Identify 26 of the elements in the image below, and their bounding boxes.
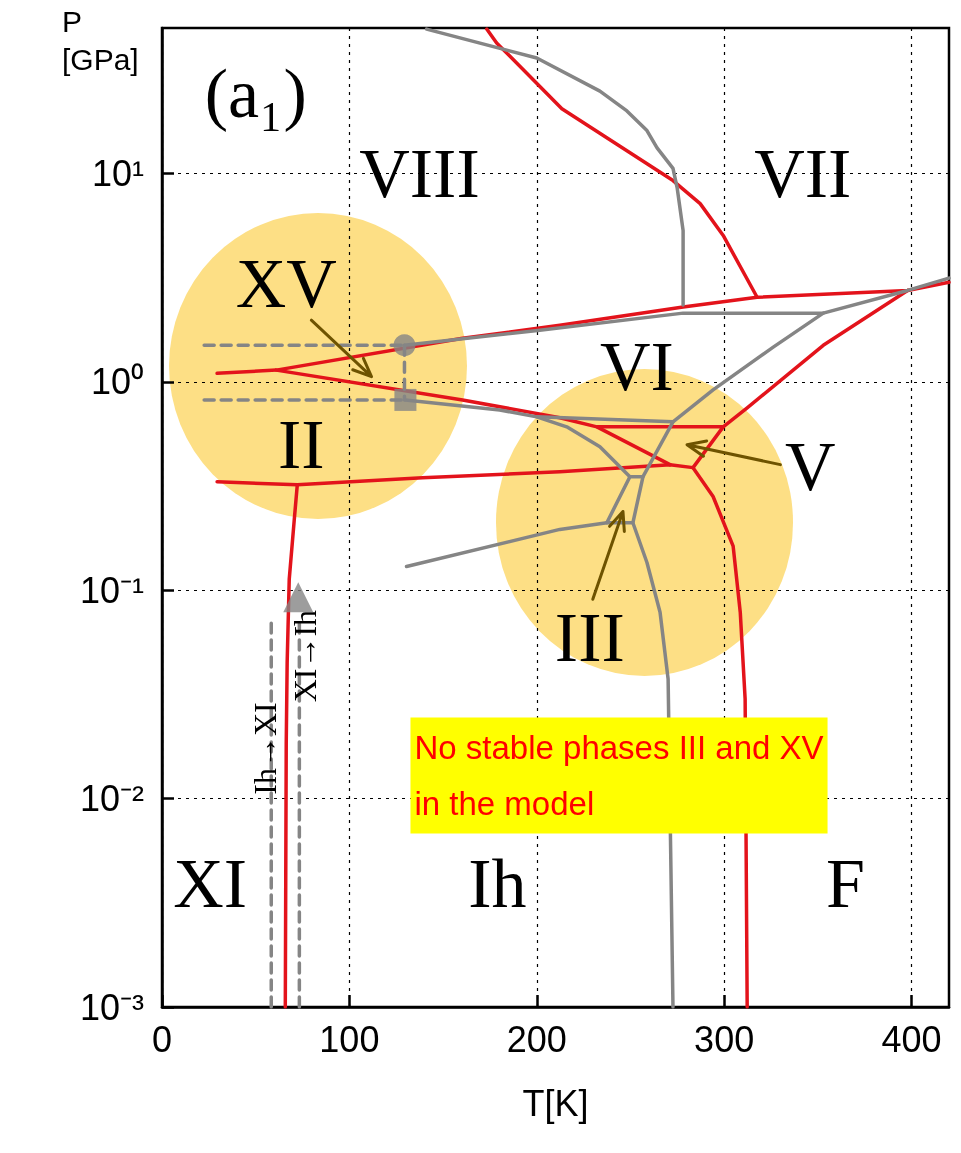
annotation: F [825, 845, 865, 923]
annotation: VIII [359, 135, 480, 213]
annotation: VII [754, 135, 852, 213]
annotation: (a₁) [204, 55, 307, 133]
annotation: No stable phases III and XV in the model [414, 729, 824, 823]
y-tick-label: 10¹ [91, 153, 145, 195]
annotation: VI [600, 328, 674, 406]
text: XI→Ih [287, 609, 324, 703]
annotation: II [277, 406, 325, 484]
annotation: XV [235, 244, 337, 322]
annotation: XI [173, 845, 248, 923]
x-tick-label: 100 [319, 1018, 380, 1060]
x-tick-label: 200 [506, 1018, 567, 1060]
y-tick-label: 10⁻¹ [79, 569, 145, 611]
y-tick-label: 10⁰ [90, 361, 144, 403]
annotation: Ih [468, 845, 527, 923]
y-tick-label: 10⁻³ [79, 986, 145, 1028]
text: Ih→XI [247, 702, 284, 795]
annotation: III [554, 598, 625, 676]
x-tick-label: 0 [151, 1018, 173, 1060]
x-axis-title: T[K] [522, 1082, 589, 1124]
x-tick-label: 400 [881, 1018, 942, 1060]
annotation: V [785, 428, 836, 506]
y-tick-label: 10⁻² [79, 778, 145, 820]
y-axis-title: P [GPa] [62, 4, 139, 76]
x-tick-label: 300 [694, 1018, 755, 1060]
